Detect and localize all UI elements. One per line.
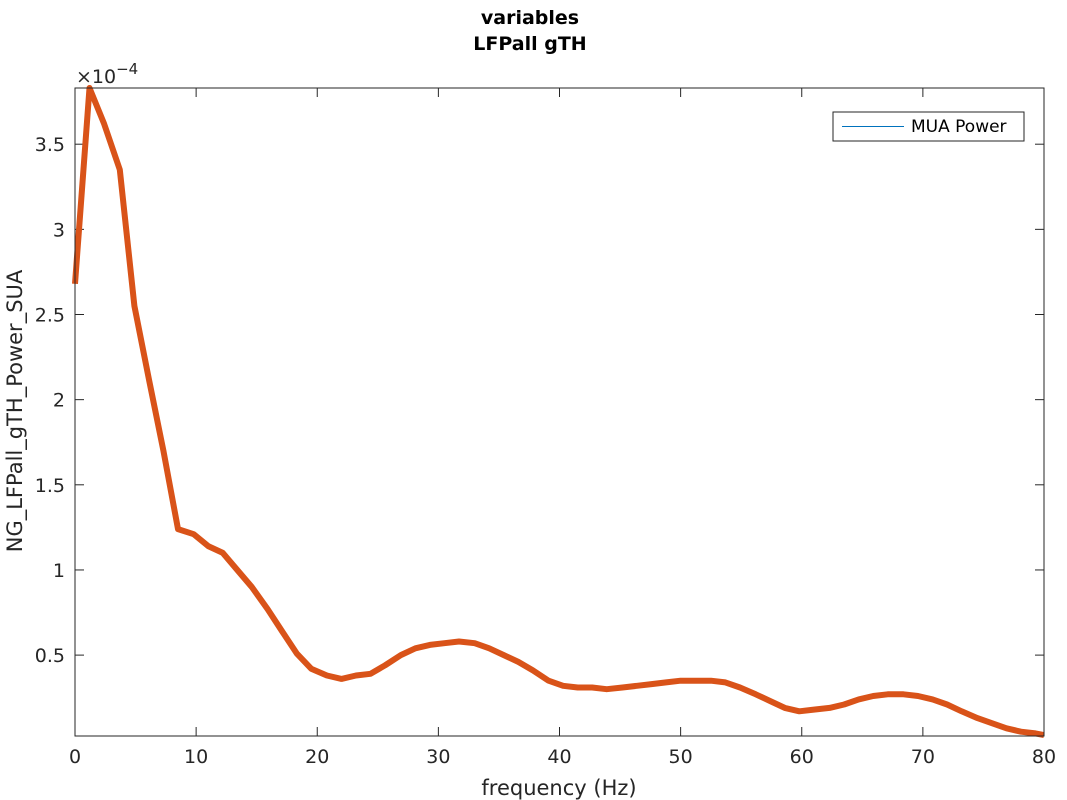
x-tick-label: 70 (911, 746, 935, 768)
x-tick-label: 10 (184, 746, 208, 768)
y-exponent: ×10−4 (76, 60, 138, 88)
legend: MUA Power (832, 111, 1025, 142)
tick-labels: 0 10 20 30 40 50 60 70 80 0.5 1 1.5 2 2.5 3 3.5 (35, 134, 1056, 768)
x-tick-label: 50 (669, 746, 693, 768)
plot-frame (74, 87, 1045, 737)
series-line (72, 85, 1045, 739)
chart-title-line-1: variables (481, 7, 579, 29)
y-exponent-power: −4 (116, 60, 138, 78)
plot-area (75, 88, 1044, 736)
y-tick-label: 3 (53, 219, 65, 241)
x-tick-label: 60 (790, 746, 814, 768)
y-axis-label: NG_LFPall_gTH_Power_SUA (3, 269, 28, 552)
y-tick-label: 3.5 (35, 134, 65, 156)
y-tick-label: 2 (53, 390, 65, 412)
x-tick-label: 40 (547, 746, 571, 768)
x-tick-label: 80 (1032, 746, 1056, 768)
y-tick-label: 1 (53, 560, 65, 582)
x-tick-label: 0 (69, 746, 81, 768)
x-tick-label: 20 (305, 746, 329, 768)
chart-title-line-2: LFPall gTH (473, 33, 586, 55)
y-tick-label: 0.5 (35, 645, 65, 667)
x-axis-label: frequency (Hz) (481, 776, 636, 800)
y-exponent-base: ×10 (76, 66, 116, 88)
y-tick-label: 1.5 (35, 475, 65, 497)
series-layer (72, 85, 1045, 739)
legend-label: MUA Power (911, 117, 1007, 137)
y-tick-label: 2.5 (35, 305, 65, 327)
x-tick-label: 30 (426, 746, 450, 768)
